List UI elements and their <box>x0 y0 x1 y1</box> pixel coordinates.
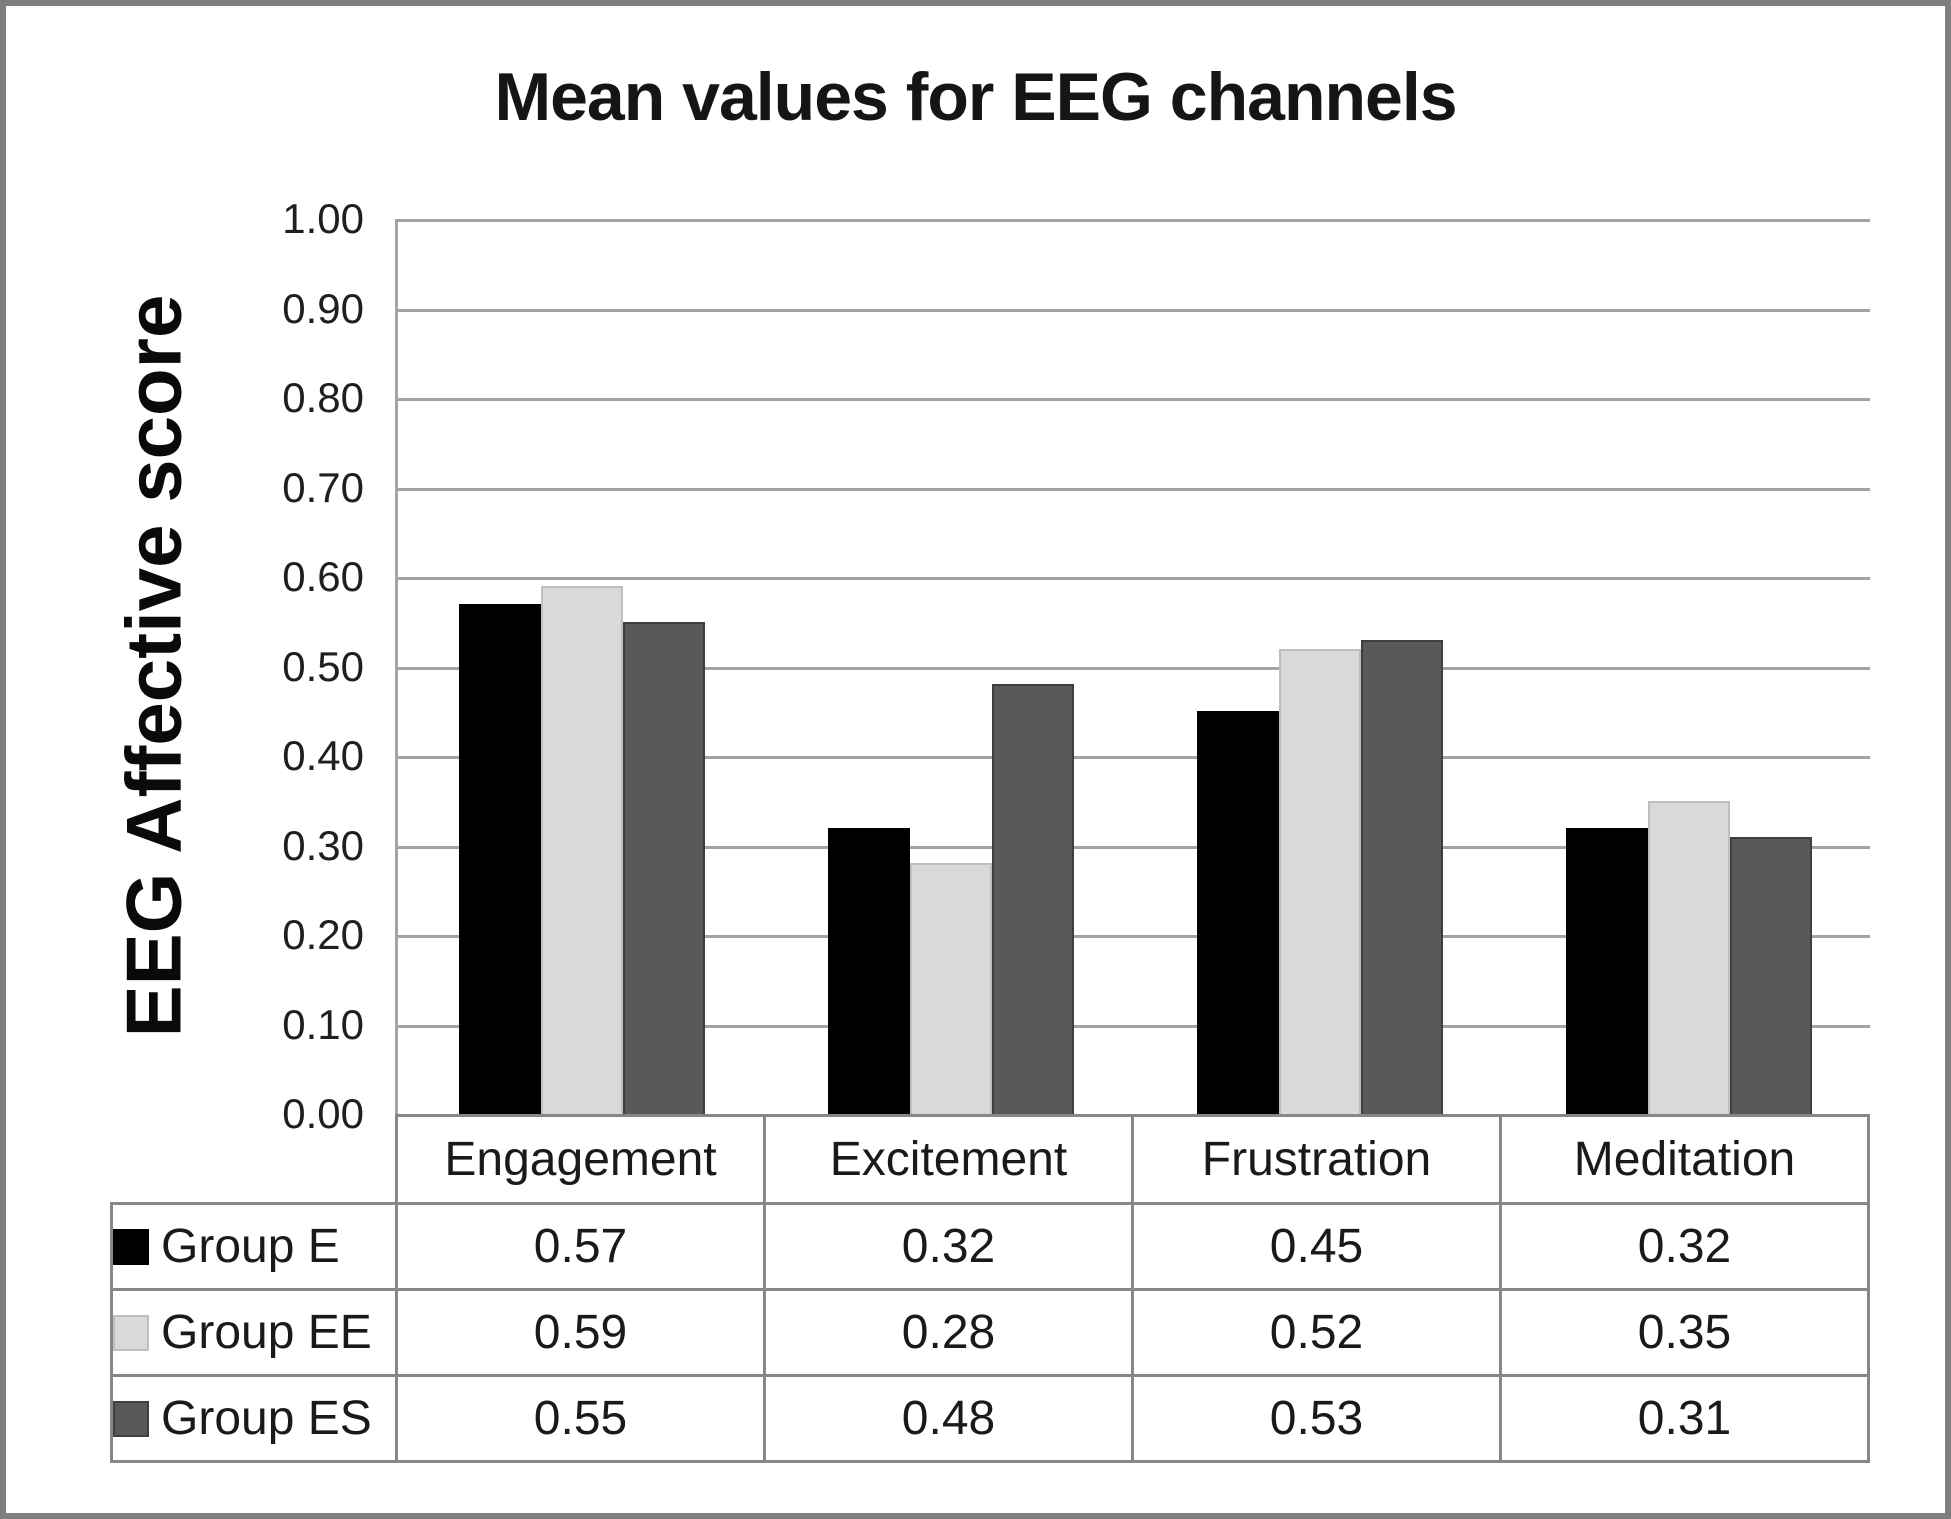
y-tick-label: 0.40 <box>282 732 364 779</box>
bar-group-ee-engagement <box>541 586 623 1114</box>
value-group-e-frustration: 0.45 <box>1131 1202 1502 1291</box>
bar-group-es-frustration <box>1361 640 1443 1114</box>
value-group-ee-engagement: 0.59 <box>395 1288 766 1377</box>
value-group-es-excitement: 0.48 <box>763 1374 1134 1463</box>
category-label-meditation: Meditation <box>1499 1114 1870 1205</box>
gridline <box>398 756 1870 759</box>
value-group-e-excitement: 0.32 <box>763 1202 1134 1291</box>
gridline <box>398 219 1870 222</box>
legend-cell-group-es: Group ES <box>110 1374 398 1463</box>
category-label-frustration: Frustration <box>1131 1114 1502 1205</box>
y-tick-label: 0.90 <box>282 285 364 332</box>
bar-group-e-frustration <box>1197 711 1279 1114</box>
legend-swatch-icon <box>113 1315 149 1351</box>
bar-group-e-excitement <box>828 828 910 1114</box>
value-group-es-frustration: 0.53 <box>1131 1374 1502 1463</box>
y-tick-label: 0.80 <box>282 374 364 421</box>
value-group-ee-meditation: 0.35 <box>1499 1288 1870 1377</box>
value-group-es-meditation: 0.31 <box>1499 1374 1870 1463</box>
value-group-e-meditation: 0.32 <box>1499 1202 1870 1291</box>
gridline <box>398 846 1870 849</box>
y-tick-label: 0.00 <box>282 1090 364 1137</box>
table-corner-cell <box>112 1116 397 1204</box>
chart-title: Mean values for EEG channels <box>494 59 1457 135</box>
category-header-row: Engagement Excitement Frustration Meditatio… <box>112 1114 1870 1205</box>
legend-swatch-icon <box>113 1229 149 1265</box>
y-tick-label: 0.50 <box>282 643 364 690</box>
bar-group-ee-excitement <box>910 863 992 1114</box>
gridline <box>398 1025 1870 1028</box>
table-row-group-es: Group ES 0.55 0.48 0.53 0.31 <box>110 1374 1870 1463</box>
table-row-group-ee: Group EE 0.59 0.28 0.52 0.35 <box>110 1288 1870 1377</box>
bar-group-ee-meditation <box>1648 801 1730 1114</box>
gridline <box>398 667 1870 670</box>
value-group-ee-excitement: 0.28 <box>763 1288 1134 1377</box>
legend-series-name: Group E <box>161 1220 340 1273</box>
gridline <box>398 488 1870 491</box>
data-table: Engagement Excitement Frustration Meditatio… <box>110 1114 1870 1463</box>
gridline <box>398 935 1870 938</box>
bar-group-ee-frustration <box>1279 649 1361 1114</box>
gridline <box>398 577 1870 580</box>
gridline <box>398 309 1870 312</box>
y-tick-label: 1.00 <box>282 195 364 242</box>
value-group-es-engagement: 0.55 <box>395 1374 766 1463</box>
y-tick-label: 0.30 <box>282 822 364 869</box>
plot-area <box>395 219 1870 1114</box>
bar-group-e-engagement <box>459 604 541 1114</box>
category-label-excitement: Excitement <box>763 1114 1134 1205</box>
table-row-group-e: Group E 0.57 0.32 0.45 0.32 <box>110 1202 1870 1291</box>
legend-series-name: Group EE <box>161 1306 372 1359</box>
data-table-body: Engagement Excitement Frustration Meditatio… <box>110 1114 1870 1463</box>
legend-series-name: Group ES <box>161 1392 372 1445</box>
value-group-ee-frustration: 0.52 <box>1131 1288 1502 1377</box>
legend-swatch-icon <box>113 1401 149 1437</box>
gridline <box>398 398 1870 401</box>
y-axis-tick-labels: 1.00 0.90 0.80 0.70 0.60 0.50 0.40 0.30 0.20 0.10… <box>6 195 380 1137</box>
bar-group-es-excitement <box>992 684 1074 1114</box>
bar-group-es-meditation <box>1730 837 1812 1114</box>
y-tick-label: 0.20 <box>282 911 364 958</box>
y-tick-label: 0.60 <box>282 553 364 600</box>
value-group-e-engagement: 0.57 <box>395 1202 766 1291</box>
legend-cell-group-ee: Group EE <box>110 1288 398 1377</box>
bar-group-es-engagement <box>623 622 705 1114</box>
legend-cell-group-e: Group E <box>110 1202 398 1291</box>
category-label-engagement: Engagement <box>395 1114 766 1205</box>
y-tick-label: 0.70 <box>282 464 364 511</box>
bar-group-e-meditation <box>1566 828 1648 1114</box>
y-tick-label: 0.10 <box>282 1001 364 1048</box>
